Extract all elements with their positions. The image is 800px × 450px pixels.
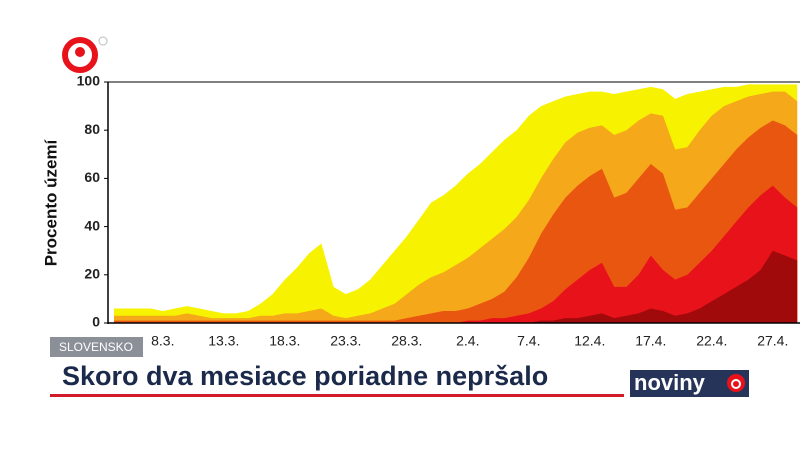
x-tick-label: 22.4. <box>696 333 727 349</box>
x-tick-label: 17.4. <box>635 333 666 349</box>
y-tick-label: 20 <box>84 266 100 282</box>
area <box>114 250 798 323</box>
plot-area <box>114 84 798 323</box>
area <box>114 120 798 323</box>
section-box <box>50 337 143 357</box>
headline: Skoro dva mesiace poriadne nepršalo <box>62 361 548 391</box>
y-tick-label: 60 <box>84 169 100 185</box>
ticks: 0 20 40 60 80 100 8.3. 13.3. 18.3. 23.3. 28.3. 2.4.… <box>77 73 789 349</box>
x-tick-label: 13.3. <box>208 333 239 349</box>
brand-logo-ring <box>731 379 741 389</box>
y-tick-label: 0 <box>92 314 100 330</box>
x-tick-label: 2.4. <box>456 333 479 349</box>
y-axis-title: Procento území <box>41 138 60 266</box>
headline-box <box>50 360 624 396</box>
x-tick-label: 8.3. <box>151 333 174 349</box>
x-tick-label: 28.3. <box>391 333 422 349</box>
x-tick-label: 23.3. <box>330 333 361 349</box>
x-tick-label: 27.4. <box>757 333 788 349</box>
tv-logo <box>62 36 108 73</box>
section-label: SLOVENSKO <box>59 340 133 354</box>
y-tick-label: 100 <box>77 73 101 89</box>
x-tick-label: 18.3. <box>269 333 300 349</box>
brand-logo <box>727 374 745 392</box>
area <box>114 185 798 323</box>
y-tick-label: 80 <box>84 121 100 137</box>
x-tick-label: 12.4. <box>574 333 605 349</box>
x-tick-label: 7.4. <box>517 333 540 349</box>
headline-underline <box>50 394 624 397</box>
y-tick-label: 40 <box>84 217 100 233</box>
brand: noviny <box>634 370 706 395</box>
